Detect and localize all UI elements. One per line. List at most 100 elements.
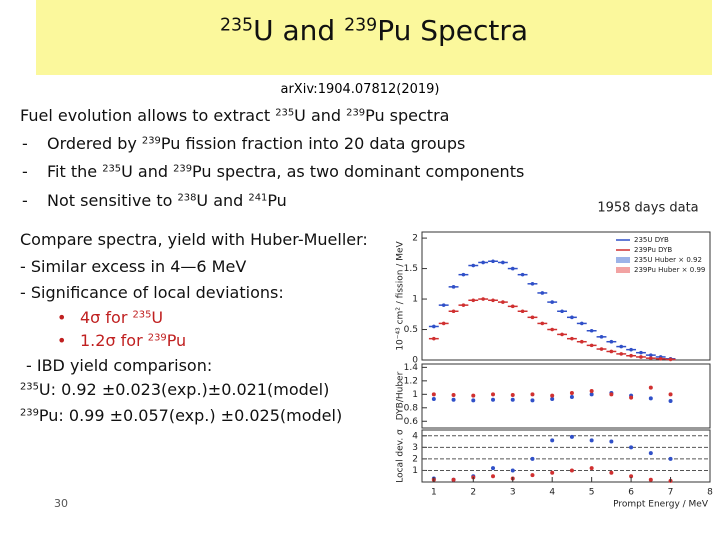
point [510,266,515,271]
x-tick-label: 5 [589,488,595,498]
point [432,324,436,329]
legend-swatch [616,257,630,263]
point [530,456,535,461]
line: Fit the 235U and 239Pu spectra, as two d… [47,162,524,181]
legend-swatch [616,267,630,273]
point [668,357,673,362]
point [570,336,574,341]
point [550,327,554,332]
superscript: 239 [346,107,366,119]
panel-frame [421,363,711,429]
point [609,339,614,344]
x-tick-label: 2 [470,488,476,498]
superscript: 235 [219,15,254,36]
point [560,332,564,337]
point [451,285,456,289]
line: Not sensitive to 238U and 241Pu [47,191,287,210]
superscript: 235 [20,381,39,393]
y-axis-label: 10⁻⁴³ cm² / fission / MeV [396,240,406,350]
point [491,397,496,402]
point [481,297,485,301]
text: Pu [267,191,287,210]
point [471,393,476,398]
point [609,392,614,397]
text: U and [253,14,345,47]
x-tick-label: 4 [549,488,555,498]
point [510,397,515,402]
legend-label: 235U DYB [634,236,669,244]
point [451,392,456,397]
point [639,355,643,359]
superscript: 239 [141,135,161,147]
line: 235U: 0.92 ±0.023(exp.)±0.021(model) [20,380,329,399]
y-tick-label: 0 [412,356,418,366]
line: 1.2σ for 239Pu [80,331,186,350]
point [530,315,535,320]
point [550,393,555,398]
point [668,456,673,461]
text: Compare spectra, yield with Huber-Muelle… [20,230,368,249]
superscript: 238 [177,192,197,204]
y-tick-label: 2 [412,234,418,244]
superscript: 239 [147,332,167,344]
point [589,392,594,397]
page-number: 30 [54,497,68,510]
text: U: 0.92 ±0.023(exp.)±0.021(model) [38,380,330,399]
y-tick-label: 4 [412,431,418,441]
point [520,309,525,314]
point [451,477,456,482]
point [491,259,495,264]
point [619,344,624,349]
point [461,272,466,277]
annotation: 1958 days data [597,201,698,216]
point [431,397,436,402]
point [639,350,643,355]
y-axis-label: Local dev. σ [396,429,406,483]
title-box [36,0,712,75]
point [491,298,495,303]
line: - Significance of local deviations: [20,283,284,302]
panel-frame [421,429,711,483]
y-tick-label: 1.2 [404,376,418,386]
legend-label: 235U Huber × 0.92 [634,256,702,264]
point [501,300,505,304]
point [648,477,653,482]
point [629,353,633,358]
point [520,272,525,277]
superscript: 235 [102,163,122,175]
point [569,390,574,395]
text: U and [294,106,347,125]
y-tick-label: 1.5 [404,264,418,274]
point [481,260,485,265]
point [648,385,653,390]
text: U [151,308,164,327]
point [491,392,496,397]
bullet: • [57,331,67,350]
point [530,398,535,403]
point [441,303,446,307]
text: Pu [166,331,187,350]
point [589,466,594,471]
y-tick-label: 0.8 [404,403,419,413]
y-axis-label: DYB/Huber [396,371,406,420]
bullet: - [22,191,28,210]
text: - IBD yield comparison: [26,356,213,375]
point [649,353,653,357]
superscript: 235 [275,107,295,119]
point [629,395,634,400]
y-tick-label: 0.6 [404,417,419,427]
x-tick-label: 3 [510,488,516,498]
point [510,304,515,309]
point [471,263,476,268]
point [629,445,634,450]
superscript: 241 [248,192,268,204]
point [510,468,515,473]
y-tick-label: 2 [412,454,418,464]
line: - IBD yield comparison: [26,356,212,375]
point [491,466,496,471]
text: Pu fission fraction into 20 data groups [160,134,466,153]
point [648,451,653,456]
point [629,347,633,352]
text: Pu spectra, as two dominant components [192,162,525,181]
